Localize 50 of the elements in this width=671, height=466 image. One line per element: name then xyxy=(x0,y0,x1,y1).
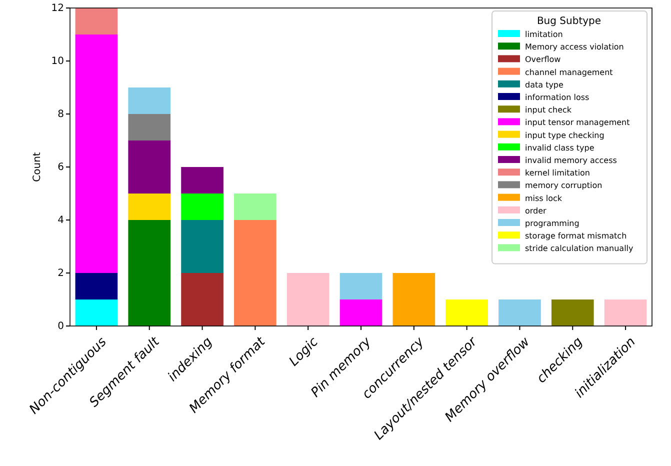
bar xyxy=(392,273,436,326)
legend-label: programming xyxy=(525,219,580,228)
legend-label: kernel limitation xyxy=(525,168,590,178)
y-tick-label: 2 xyxy=(58,268,64,280)
y-tick-label: 12 xyxy=(51,3,64,14)
legend-label: Memory access violation xyxy=(525,42,624,52)
bar xyxy=(181,273,224,326)
bar xyxy=(181,220,224,273)
bar xyxy=(75,8,118,34)
bar xyxy=(128,220,171,326)
legend-label: data type xyxy=(525,80,564,90)
bar xyxy=(75,273,118,300)
y-tick-label: 6 xyxy=(58,162,64,174)
bar xyxy=(128,140,171,194)
legend-label: information loss xyxy=(525,93,590,102)
legend-label: channel management xyxy=(525,68,613,77)
legend-label: input tensor management xyxy=(525,118,630,128)
legend-label: Overflow xyxy=(525,55,562,64)
bar xyxy=(446,300,488,326)
bar xyxy=(340,273,382,300)
legend-label: limitation xyxy=(525,30,563,39)
bar xyxy=(75,34,118,273)
y-tick-label: 4 xyxy=(58,215,64,226)
legend-label: invalid memory access xyxy=(525,156,617,165)
bar xyxy=(234,194,276,220)
y-tick-label: 8 xyxy=(58,109,64,120)
bar xyxy=(234,220,276,326)
legend-label: order xyxy=(525,206,548,216)
bar xyxy=(551,300,594,326)
bar xyxy=(181,167,224,194)
bar xyxy=(75,300,118,326)
bar xyxy=(340,300,382,326)
y-axis-title: Count xyxy=(32,152,43,182)
legend-label: invalid class type xyxy=(525,143,594,152)
legend-label: stride calculation manually xyxy=(525,244,634,254)
legend-label: input check xyxy=(525,106,572,115)
bar xyxy=(286,273,330,326)
bar xyxy=(604,300,647,326)
bar xyxy=(128,114,171,140)
bar xyxy=(498,300,541,326)
bar xyxy=(128,194,171,220)
legend-label: storage format mismatch xyxy=(525,232,627,241)
legend-label: memory corruption xyxy=(525,181,602,190)
y-tick-label: 0 xyxy=(58,321,64,332)
bar xyxy=(128,88,171,114)
legend-label: input type checking xyxy=(525,130,604,140)
y-tick-label: 10 xyxy=(51,56,64,68)
legend-title: Bug Subtype xyxy=(536,16,602,27)
bar xyxy=(181,194,224,220)
legend-label: miss lock xyxy=(525,194,562,203)
